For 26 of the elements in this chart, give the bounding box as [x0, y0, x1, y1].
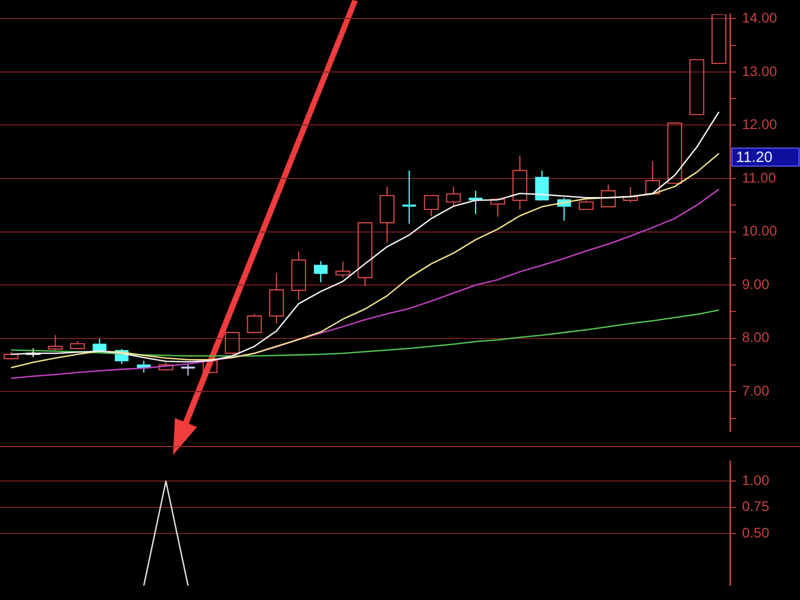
- text: 11.20: [736, 149, 772, 166]
- candlestick: [181, 363, 195, 376]
- y-tick-label: 12.00: [742, 116, 778, 132]
- candlestick: [446, 186, 461, 208]
- candlestick: [380, 186, 395, 244]
- candlestick: [645, 160, 660, 195]
- candlestick: [48, 334, 63, 351]
- y-tick-label: 10.00: [742, 222, 778, 239]
- y-tick-label: 7.00: [742, 382, 770, 398]
- candlestick: [490, 198, 506, 218]
- candlestick: [291, 250, 306, 301]
- candlestick: [314, 260, 328, 284]
- candlestick: [269, 272, 284, 324]
- y-tick-label: 11.00: [742, 169, 776, 186]
- y-tick-label: 14.00: [742, 10, 778, 26]
- candlestick: [622, 186, 638, 204]
- y-tick-label: 1.00: [742, 472, 770, 488]
- candlestick: [402, 170, 416, 224]
- y-tick-label: 9.00: [742, 276, 770, 292]
- candlestick: [335, 261, 350, 278]
- candlestick: [512, 155, 528, 210]
- y-tick-label: 8.00: [742, 329, 770, 346]
- candlestick: [600, 184, 616, 208]
- y-tick-label: 0.75: [742, 498, 770, 514]
- y-tick-label: 0.50: [742, 524, 770, 540]
- y-tick-label: 13.00: [742, 62, 778, 79]
